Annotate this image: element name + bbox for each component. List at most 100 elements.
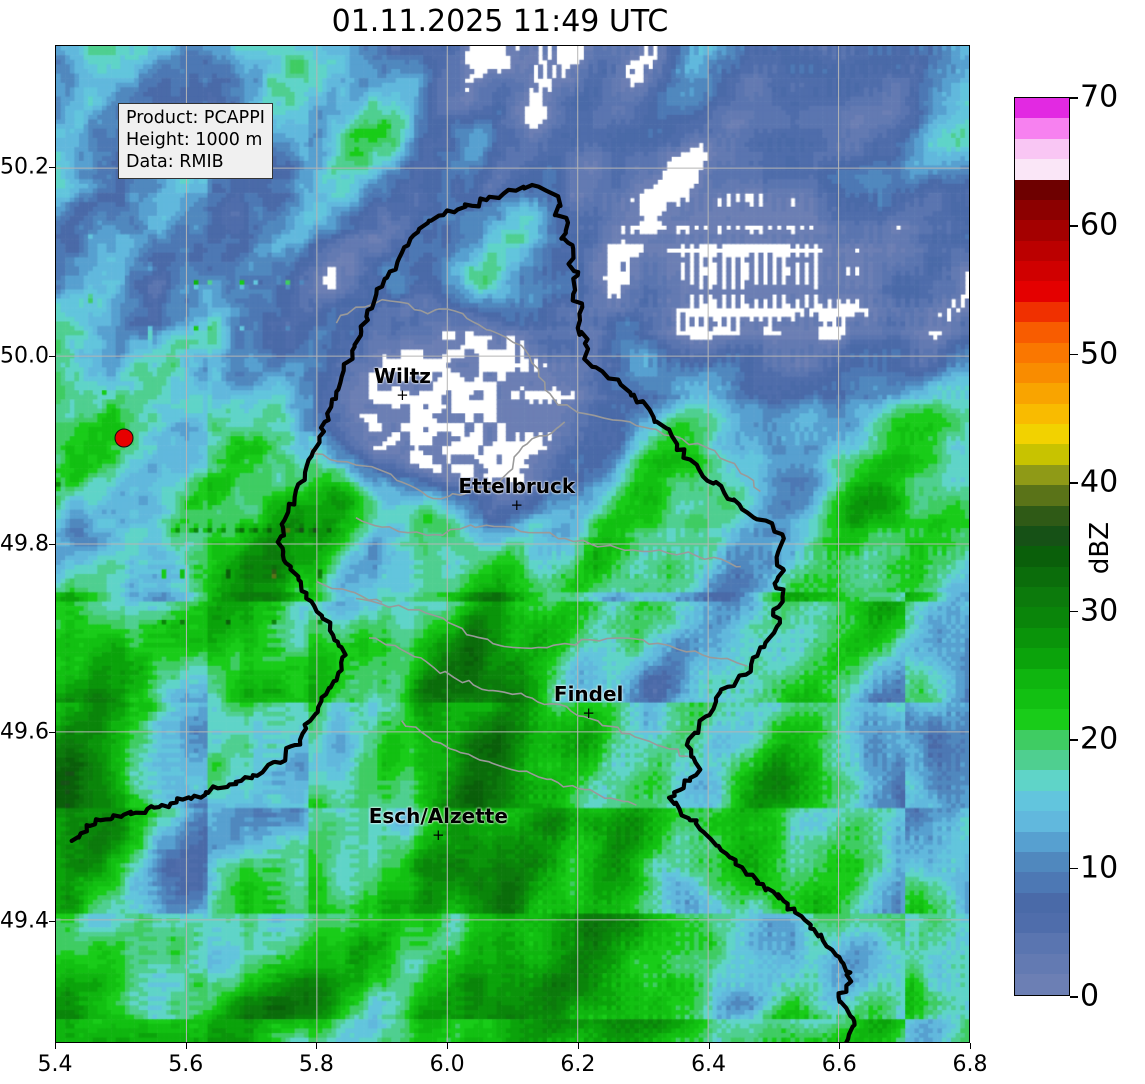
- colorbar-band: [1015, 750, 1069, 771]
- colorbar-band: [1015, 505, 1069, 526]
- colorbar-band: [1015, 485, 1069, 506]
- colorbar-band: [1015, 444, 1069, 465]
- district-border-segment: [355, 516, 741, 568]
- district-border-segment: [369, 637, 689, 758]
- colorbar-band: [1015, 953, 1069, 975]
- gridlines-group: [56, 46, 969, 1042]
- colorbar-band: [1015, 668, 1069, 689]
- colorbar-band: [1015, 424, 1069, 445]
- colorbar-band: [1015, 98, 1069, 119]
- colorbar-band: [1015, 138, 1069, 160]
- y-tick: [49, 355, 55, 357]
- colorbar-tick-label: 30: [1080, 593, 1119, 629]
- radar-station-marker[interactable]: [114, 428, 134, 448]
- x-tick-label: 6.2: [560, 1052, 596, 1077]
- colorbar-band: [1015, 892, 1069, 913]
- border-segment-east: [529, 182, 857, 1042]
- country-border-luxembourg: [69, 182, 857, 1042]
- colorbar-tick: [1070, 353, 1078, 356]
- colorbar-band: [1015, 342, 1069, 363]
- x-tick-label: 6.4: [691, 1052, 727, 1077]
- colorbar-band: [1015, 261, 1069, 282]
- product-info-box: Product: PCAPPI Height: 1000 m Data: RMI…: [118, 103, 273, 179]
- colorbar-band: [1015, 648, 1069, 669]
- x-tick-label: 5.6: [168, 1052, 204, 1077]
- colorbar-band: [1015, 301, 1069, 323]
- y-tick-label: 49.8: [0, 531, 49, 557]
- x-tick-label: 5.4: [37, 1052, 73, 1077]
- colorbar-title: dBZ: [1085, 521, 1115, 575]
- district-border-segment: [309, 421, 566, 500]
- district-borders: [309, 298, 761, 806]
- colorbar-band: [1015, 627, 1069, 649]
- colorbar-band: [1015, 831, 1069, 852]
- x-tick: [970, 1043, 971, 1049]
- x-tick: [55, 1043, 56, 1049]
- x-tick-label: 6.6: [821, 1052, 857, 1077]
- colorbar-band: [1015, 811, 1069, 832]
- info-product: Product: PCAPPI: [126, 108, 265, 128]
- colorbar-band: [1015, 362, 1069, 384]
- colorbar-band: [1015, 179, 1069, 200]
- y-tick-label: 49.6: [0, 719, 49, 745]
- colorbar-band: [1015, 933, 1069, 954]
- radar-plot-area[interactable]: Product: PCAPPI Height: 1000 m Data: RMI…: [55, 45, 970, 1043]
- colorbar-band: [1015, 220, 1069, 241]
- colorbar-tick-label: 40: [1080, 464, 1119, 500]
- colorbar-band: [1015, 709, 1069, 730]
- colorbar-band: [1015, 199, 1069, 221]
- colorbar-band: [1015, 587, 1069, 608]
- colorbar-band: [1015, 790, 1069, 812]
- colorbar-band: [1015, 546, 1069, 567]
- colorbar-band: [1015, 607, 1069, 628]
- colorbar-band: [1015, 566, 1069, 587]
- colorbar-tick-label: 20: [1080, 721, 1119, 757]
- colorbar-band: [1015, 281, 1069, 302]
- x-tick-label: 6.0: [429, 1052, 465, 1077]
- info-height: Height: 1000 m: [126, 130, 263, 151]
- border-segment-west: [69, 182, 535, 843]
- colorbar-tick-label: 60: [1080, 207, 1119, 243]
- x-tick: [839, 1043, 841, 1049]
- colorbar-band: [1015, 851, 1069, 873]
- district-border-segment: [316, 580, 383, 603]
- y-tick: [49, 920, 55, 922]
- colorbar[interactable]: [1014, 97, 1070, 996]
- district-border-segment: [355, 597, 748, 667]
- y-tick: [49, 167, 55, 169]
- colorbar-band: [1015, 159, 1069, 180]
- colorbar-band: [1015, 770, 1069, 791]
- page-title: 01.11.2025 11:49 UTC: [331, 4, 669, 39]
- x-tick-label: 5.8: [298, 1052, 334, 1077]
- y-tick: [49, 732, 55, 734]
- x-tick: [447, 1043, 449, 1049]
- colorbar-band: [1015, 403, 1069, 424]
- colorbar-tick: [1070, 996, 1078, 998]
- colorbar-band: [1015, 525, 1069, 547]
- colorbar-tick-label: 50: [1080, 336, 1119, 372]
- colorbar-band: [1015, 729, 1069, 750]
- colorbar-tick-label: 70: [1080, 79, 1119, 115]
- x-tick: [708, 1043, 710, 1049]
- map-overlay-vectors: [56, 46, 969, 1042]
- colorbar-tick: [1070, 610, 1078, 613]
- y-tick-label: 50.2: [0, 154, 49, 180]
- x-tick-label: 6.8: [952, 1052, 988, 1077]
- colorbar-tick: [1070, 867, 1078, 870]
- colorbar-band: [1015, 118, 1069, 139]
- colorbar-tick: [1070, 482, 1078, 484]
- colorbar-band: [1015, 872, 1069, 893]
- colorbar-tick: [1070, 225, 1078, 228]
- colorbar-band: [1015, 913, 1069, 934]
- colorbar-tick-label: 0: [1080, 978, 1100, 1014]
- colorbar-tick: [1070, 97, 1078, 99]
- x-tick: [577, 1043, 579, 1049]
- x-tick: [316, 1043, 318, 1049]
- colorbar-band: [1015, 974, 1069, 995]
- y-tick-label: 49.4: [0, 908, 49, 934]
- y-tick: [49, 544, 55, 545]
- colorbar-tick: [1070, 739, 1078, 741]
- colorbar-band: [1015, 322, 1069, 343]
- district-border-segment: [335, 298, 761, 493]
